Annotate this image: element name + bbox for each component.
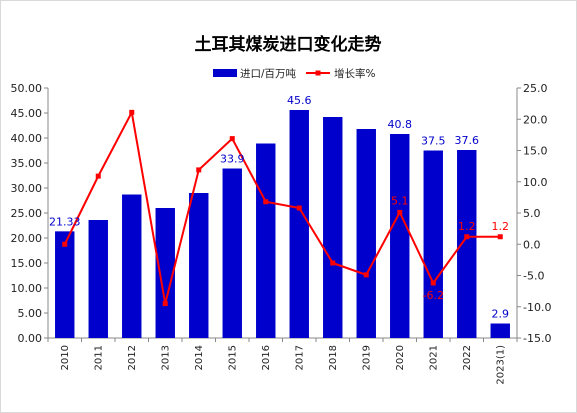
y-right-tick-label: -10.0 [523,301,551,314]
y-right-tick-label: 0.0 [523,238,541,251]
y-left-tick-label: 45.00 [11,107,43,120]
x-tick-label: 2022 [462,345,473,370]
x-tick-label: 2017 [294,345,305,370]
x-tick-label: 2010 [60,345,71,370]
x-tick-label: 2020 [395,345,406,370]
line-data-label: 1.2 [492,220,510,233]
x-tick-label: 2015 [227,345,238,370]
bar [122,194,142,338]
bar [88,220,108,338]
bar-data-label: 40.8 [388,118,413,131]
y-left-tick-label: 40.00 [11,132,43,145]
legend: 进口/百万吨 增长率% [213,67,375,80]
line-point [95,173,101,179]
bar [256,143,276,338]
data-labels: 21.33 33.9 45.6 40.8 37.5 37.6 2.9 5.1 -6.2 1.2 1.… [49,94,509,321]
line-point [497,234,503,240]
bar-data-label: 2.9 [492,308,510,321]
x-tick-label: 2019 [361,345,372,370]
line-point [229,136,235,142]
y-left-tick-label: 25.00 [11,207,43,220]
x-tick-label: 2023(1) [495,345,506,385]
legend-label-bar: 进口/百万吨 [240,67,297,80]
bar-data-label: 37.5 [421,135,446,148]
axes: 0.00 5.00 10.00 15.00 20.00 25.00 30.00 35.00 40… [11,82,552,385]
x-tick-label: 2013 [160,345,171,370]
legend-swatch-marker [315,70,321,76]
line-point [464,234,470,240]
y-right-tick-label: 20.0 [523,113,548,126]
line-point [363,272,369,278]
bar [155,208,175,338]
line-point [162,301,168,307]
line-point [397,209,403,215]
bar [323,117,343,338]
bar [457,150,477,338]
y-left-tick-label: 15.00 [11,257,43,270]
bar-data-label: 21.33 [49,215,81,228]
y-right-tick-label: 25.0 [523,82,548,95]
x-tick-label: 2016 [261,345,272,370]
y-right-tick-label: -5.0 [523,270,544,283]
bar [356,129,376,338]
bar-data-label: 37.6 [455,134,480,147]
bar [490,323,510,338]
y-left-tick-label: 50.00 [11,82,43,95]
line-point [196,167,202,173]
line-point [330,260,336,266]
line-point [129,109,135,115]
x-tick-label: 2021 [428,345,439,370]
line-data-label: 1.2 [458,220,476,233]
x-tick-label: 2018 [328,345,339,370]
bar-data-label: 33.9 [220,153,245,166]
y-right-tick-label: 10.0 [523,176,548,189]
line-data-label: -6.2 [423,289,444,302]
growth-line [63,109,501,304]
x-tick-label: 2011 [93,345,104,370]
line-point [430,280,436,286]
legend-swatch-bar [213,69,237,77]
y-left-tick-label: 20.00 [11,232,43,245]
line-point [62,241,68,247]
bar [222,168,242,338]
y-right-tick-label: 5.0 [523,207,541,220]
line-data-label: 5.1 [391,194,409,207]
y-left-tick-label: 30.00 [11,182,43,195]
y-left-tick-label: 10.00 [11,282,43,295]
x-tick-label: 2012 [127,345,138,370]
bar [55,231,75,338]
bar [390,134,410,338]
bar [189,193,209,338]
bar [289,110,309,338]
bar [423,150,443,338]
bar-data-label: 45.6 [287,94,312,107]
legend-label-line: 增长率% [334,67,375,80]
line-point [263,199,269,205]
y-left-tick-label: 5.00 [18,307,43,320]
x-tick-label: 2014 [194,345,205,370]
y-left-tick-label: 0.00 [18,332,43,345]
y-left-tick-label: 35.00 [11,157,43,170]
chart-title: 土耳其煤炭进口变化走势 [195,34,382,55]
line-series [62,109,503,307]
y-right-tick-label: 15.0 [523,145,548,158]
line-point [296,205,302,211]
y-right-tick-label: -15.0 [523,332,551,345]
